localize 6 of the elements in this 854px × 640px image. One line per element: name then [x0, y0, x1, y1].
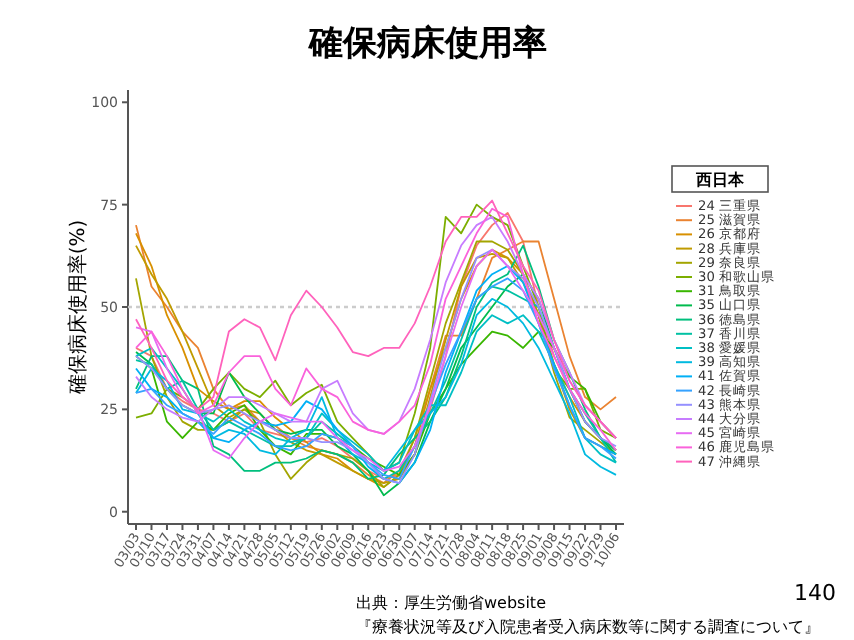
y-axis-title: 確保病床使用率(%)	[66, 219, 90, 397]
text: 『療養状況等及び入院患者受入病床数等に関する調査について』	[356, 618, 820, 636]
chart-title: 確保病床使用率	[307, 24, 547, 64]
legend-title: 西日本	[694, 171, 746, 189]
source-note: 出典：厚生労働省website	[356, 594, 547, 612]
text: 140	[794, 580, 836, 606]
